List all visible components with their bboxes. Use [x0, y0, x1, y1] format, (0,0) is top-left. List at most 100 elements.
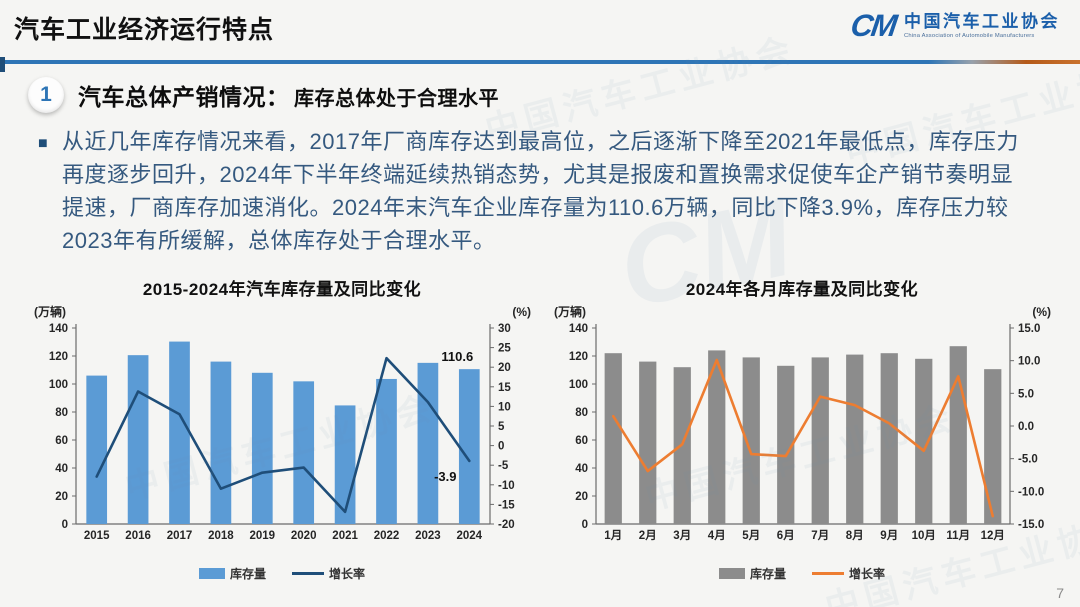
legend-label: 库存量 — [229, 566, 266, 581]
svg-text:7月: 7月 — [811, 529, 829, 542]
svg-text:-15: -15 — [498, 499, 515, 511]
paragraph-line: 提速，厂商库存加速消化。2024年末汽车企业库存量为110.6万辆，同比下降3.… — [62, 194, 1009, 220]
monthly-inventory-chart-canvas: (万辆) (%) 0 20 40 60 80 100 120 140 -15.0 -10.0 -5.0 0… — [554, 304, 1051, 542]
svg-text:-10: -10 — [498, 479, 515, 491]
chart-title: 2024年各月库存量及同比变化 — [685, 279, 919, 299]
left-accent-notch — [0, 57, 5, 72]
svg-text:20: 20 — [575, 491, 588, 503]
inventory-swatch-icon — [718, 567, 745, 579]
svg-text:-3.9: -3.9 — [434, 468, 456, 483]
inventory-swatch-icon — [198, 567, 225, 579]
svg-text:110.6: 110.6 — [441, 349, 473, 364]
svg-text:11月: 11月 — [946, 529, 970, 542]
svg-text:-15.0: -15.0 — [1018, 519, 1044, 531]
svg-text:2020: 2020 — [290, 530, 316, 542]
svg-text:140: 140 — [568, 323, 587, 335]
svg-text:0.0: 0.0 — [1018, 421, 1034, 433]
svg-text:12月: 12月 — [980, 529, 1004, 542]
svg-text:5月: 5月 — [742, 529, 760, 542]
svg-text:120: 120 — [568, 351, 587, 363]
header: 汽车工业经济运行特点 CM 中国汽车工业协会 China Association… — [0, 0, 1080, 54]
section-number: 1 — [40, 82, 52, 106]
svg-text:60: 60 — [55, 435, 68, 447]
chart-yearly-inventory: 2015-2024年汽车库存量及同比变化 (万辆) (%) 0 20 40 60 80 100… — [26, 275, 538, 582]
svg-text:40: 40 — [575, 463, 588, 475]
svg-text:2023: 2023 — [415, 530, 441, 542]
svg-text:-20: -20 — [498, 519, 515, 531]
svg-text:120: 120 — [48, 351, 67, 363]
svg-text:-5.0: -5.0 — [1018, 453, 1038, 465]
paragraph-line: 2023年有所缓解，总体库存处于合理水平。 — [62, 227, 496, 253]
svg-text:100: 100 — [48, 379, 67, 391]
svg-text:1月: 1月 — [604, 529, 622, 542]
svg-text:20: 20 — [498, 362, 511, 374]
paragraph-line: 再度逐步回升，2024年下半年终端延续热销态势，尤其是报废和置换需求促使车企产销… — [62, 161, 1013, 187]
svg-text:25: 25 — [498, 342, 511, 354]
svg-text:2018: 2018 — [208, 530, 234, 542]
body-paragraph: ■ 从近几年库存情况来看，2017年厂商库存达到最高位，之后逐渐下降至2021年… — [38, 125, 1047, 257]
caam-logo-text: 中国汽车工业协会 China Association of Automobile… — [904, 12, 1060, 38]
svg-text:100: 100 — [568, 379, 587, 391]
chart-title: 2015-2024年汽车库存量及同比变化 — [142, 279, 422, 299]
logo-org-name-en: China Association of Automobile Manufact… — [904, 32, 1035, 39]
svg-text:10.0: 10.0 — [1018, 355, 1040, 367]
caam-logo: CM 中国汽车工业协会 China Association of Automob… — [848, 8, 1060, 43]
svg-text:-5: -5 — [498, 460, 509, 472]
svg-text:5.0: 5.0 — [1018, 388, 1034, 400]
legend-item-growth: 增长率 — [292, 565, 365, 582]
svg-text:2017: 2017 — [166, 530, 192, 542]
section-subtitle: 库存总体处于合理水平 — [293, 87, 499, 110]
svg-text:15.0: 15.0 — [1018, 323, 1040, 335]
svg-text:0: 0 — [498, 440, 504, 452]
svg-text:140: 140 — [48, 323, 67, 335]
svg-text:8月: 8月 — [845, 529, 863, 542]
legend-item-growth: 增长率 — [812, 565, 885, 582]
svg-text:2022: 2022 — [373, 530, 399, 542]
svg-text:(万辆): (万辆) — [554, 304, 586, 319]
chart-legend: 库存量 增长率 — [26, 565, 538, 582]
section-title: 汽车总体产销情况： — [78, 83, 290, 110]
legend-item-inventory: 库存量 — [718, 565, 786, 582]
svg-text:-10.0: -10.0 — [1018, 486, 1044, 498]
svg-text:(%): (%) — [512, 305, 531, 319]
growth-swatch-icon — [812, 571, 844, 575]
charts-area: 2015-2024年汽车库存量及同比变化 (万辆) (%) 0 20 40 60 80 100… — [0, 275, 1080, 582]
svg-text:60: 60 — [575, 435, 588, 447]
logo-org-name-cn: 中国汽车工业协会 — [904, 12, 1060, 32]
svg-text:10月: 10月 — [911, 529, 935, 542]
section-title-wrap: 汽车总体产销情况： 库存总体处于合理水平 — [78, 78, 499, 112]
yearly-inventory-chart-canvas: (万辆) (%) 0 20 40 60 80 100 120 140 -20 -15 -10 -5 0 5 10… — [34, 304, 531, 542]
svg-text:10: 10 — [498, 401, 511, 413]
svg-text:2016: 2016 — [125, 530, 151, 542]
svg-text:0: 0 — [581, 519, 587, 531]
growth-swatch-icon — [292, 571, 324, 575]
legend-label: 增长率 — [849, 566, 886, 581]
svg-text:2月: 2月 — [638, 529, 656, 542]
chart-monthly-inventory: 2024年各月库存量及同比变化 (万辆) (%) 0 20 40 60 80 100 120 14… — [546, 275, 1058, 582]
svg-text:9月: 9月 — [880, 529, 898, 542]
chart-legend: 库存量 增长率 — [546, 565, 1058, 582]
svg-text:2015: 2015 — [83, 530, 109, 542]
svg-text:5: 5 — [498, 421, 505, 433]
header-divider — [0, 60, 1080, 64]
svg-text:2021: 2021 — [332, 530, 358, 542]
svg-text:0: 0 — [61, 519, 67, 531]
svg-text:4月: 4月 — [707, 529, 725, 542]
caam-logo-icon: CM — [848, 8, 898, 43]
legend-label: 增长率 — [329, 566, 366, 581]
svg-text:20: 20 — [55, 491, 68, 503]
section-header: 1 汽车总体产销情况： 库存总体处于合理水平 — [28, 76, 1080, 113]
section-number-badge: 1 — [28, 76, 64, 113]
svg-text:40: 40 — [55, 463, 68, 475]
paragraph-line: 从近几年库存情况来看，2017年厂商库存达到最高位，之后逐渐下降至2021年最低… — [62, 128, 1019, 154]
page-number: 7 — [1056, 585, 1064, 601]
svg-text:80: 80 — [55, 407, 68, 419]
svg-text:30: 30 — [498, 323, 511, 335]
svg-text:2019: 2019 — [249, 530, 275, 542]
svg-text:3月: 3月 — [673, 529, 691, 542]
svg-text:6月: 6月 — [776, 529, 794, 542]
svg-text:15: 15 — [498, 381, 511, 393]
svg-text:80: 80 — [575, 407, 588, 419]
bullet-icon: ■ — [38, 134, 49, 152]
